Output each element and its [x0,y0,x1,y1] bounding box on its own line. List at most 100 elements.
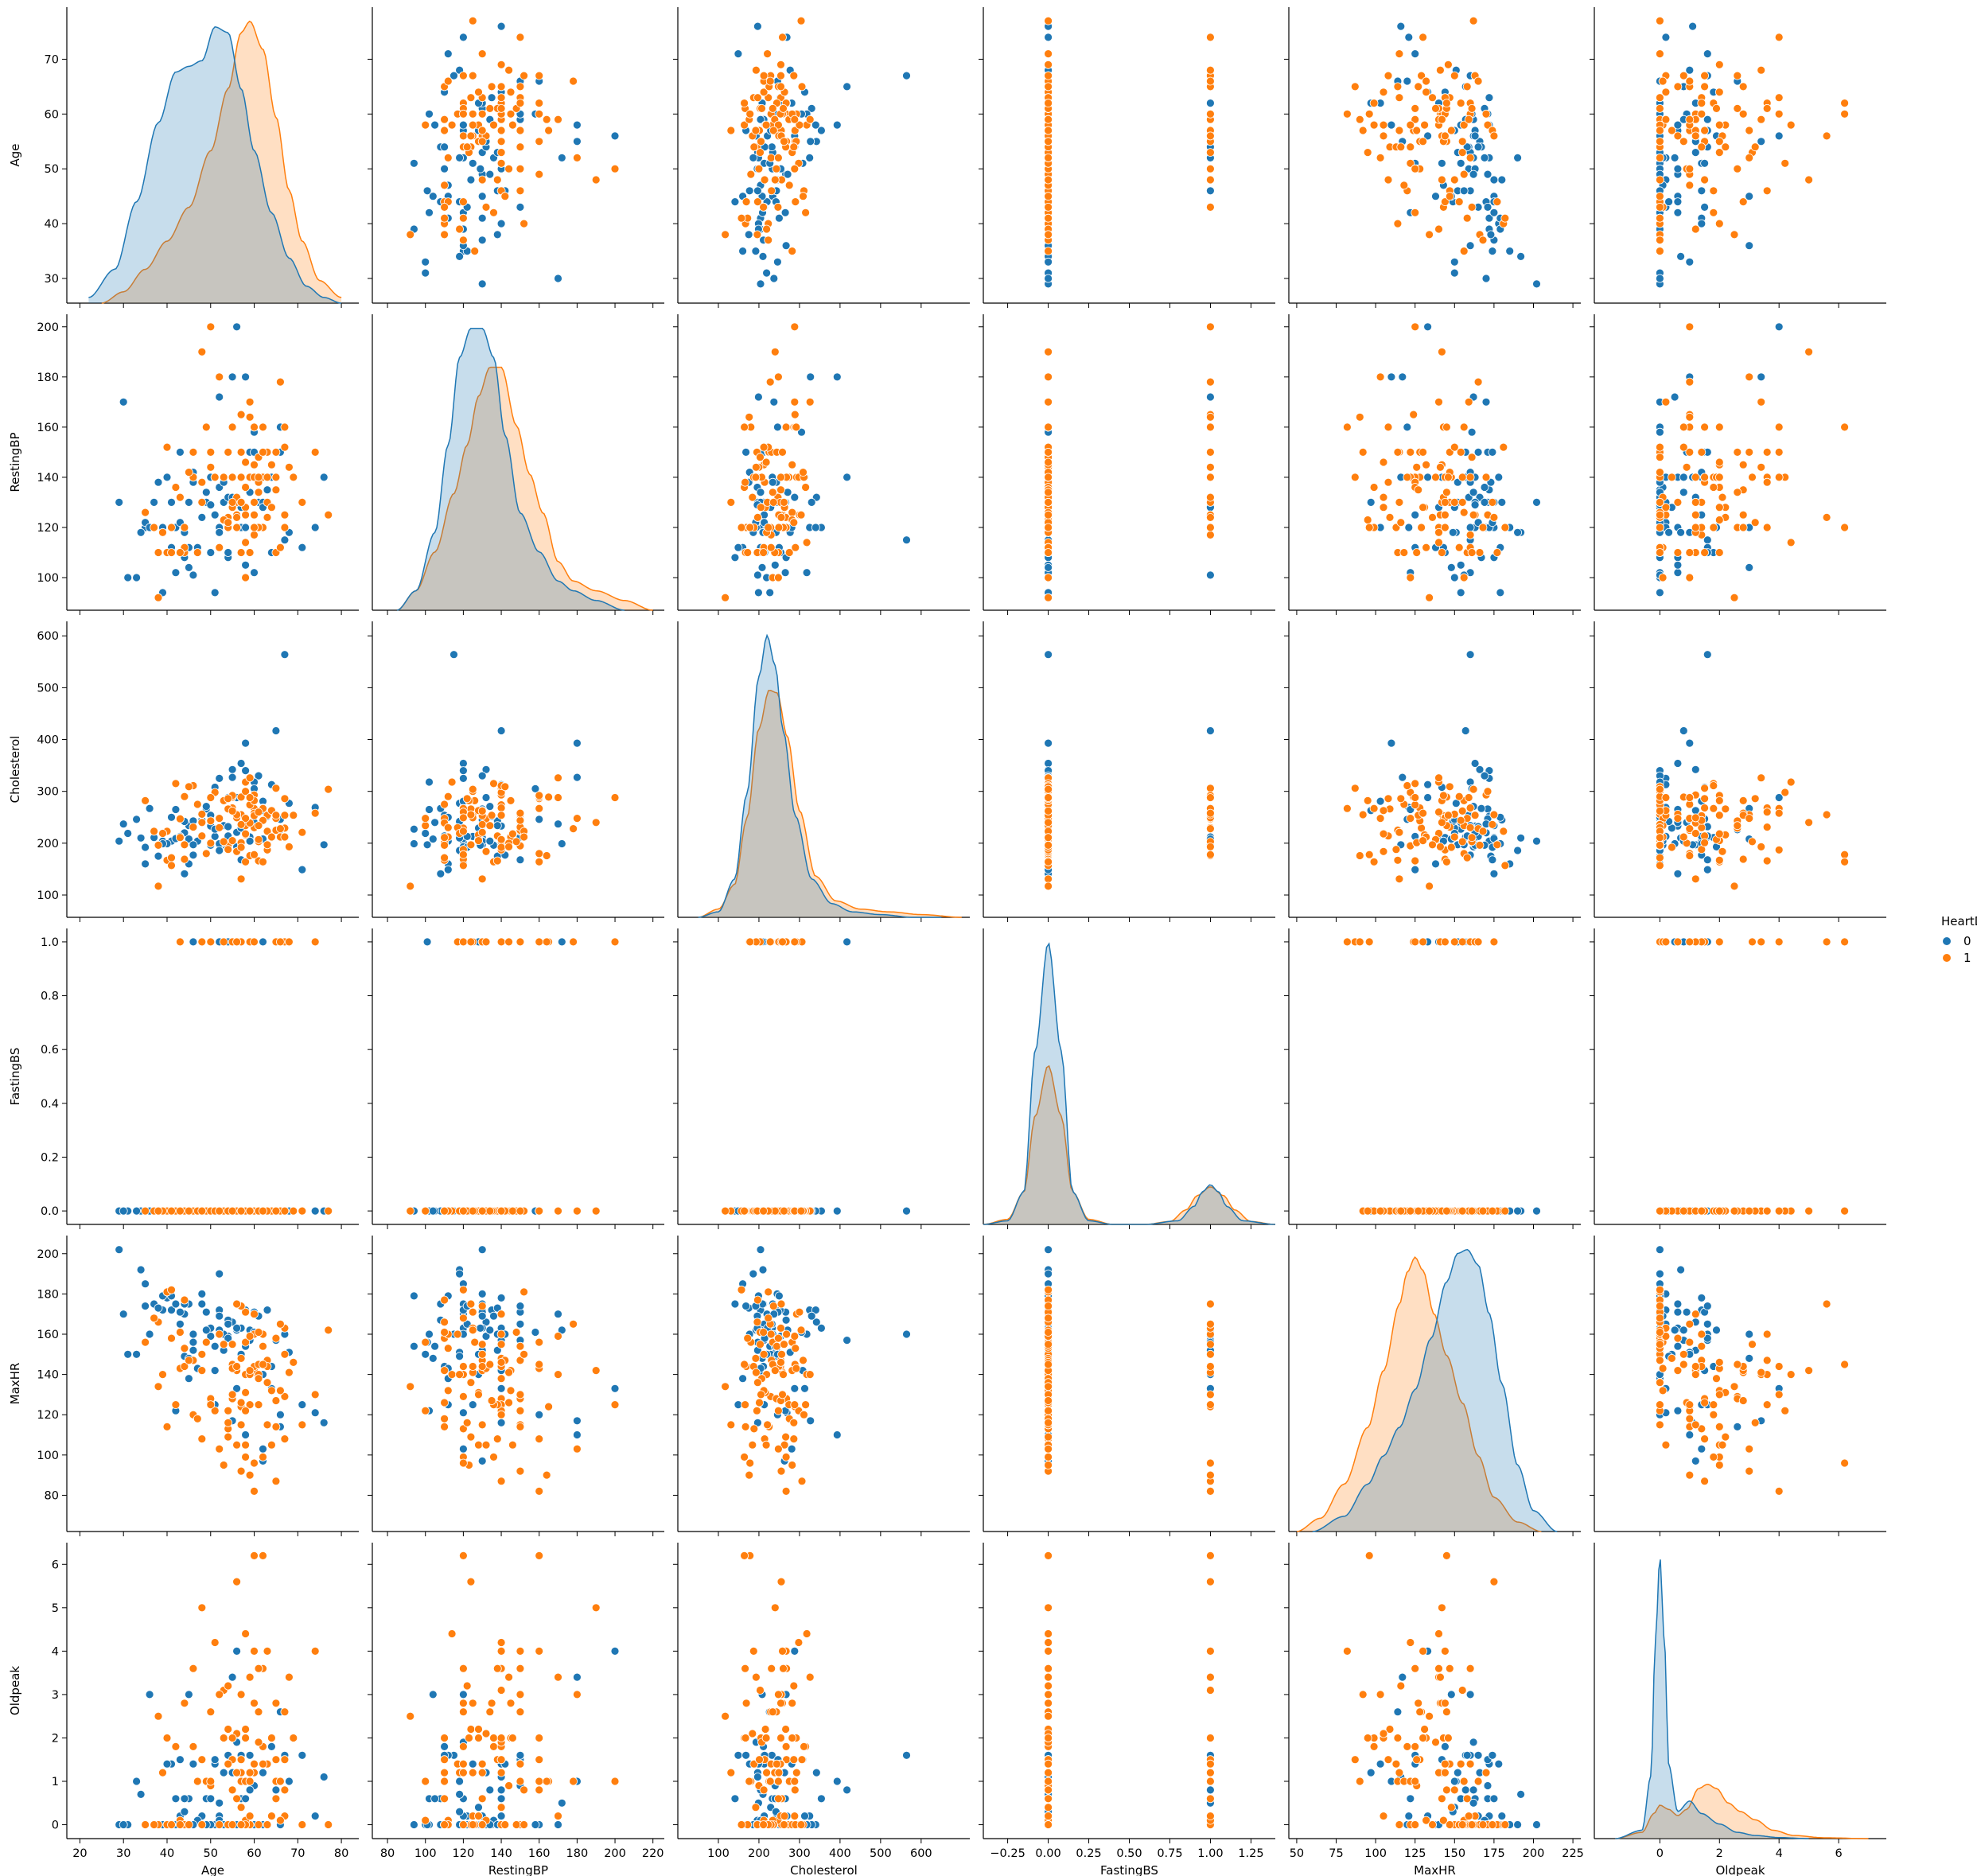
point-1 [773,1341,781,1351]
point-1 [263,1420,272,1430]
point-1 [477,109,487,119]
kde-fill-0 [88,26,342,304]
point-0 [459,33,468,42]
point-1 [219,1461,228,1469]
point-1 [1700,71,1710,80]
point-1 [591,818,601,827]
point-0 [171,1299,181,1309]
point-0 [263,1306,272,1314]
point-0 [496,1384,506,1393]
point-0 [259,937,267,947]
point-0 [1431,192,1440,201]
point-1 [1714,829,1724,839]
point-0 [1532,836,1541,846]
point-1 [504,1368,513,1377]
point-0 [1438,158,1446,168]
point-1 [1786,120,1796,130]
point-1 [1655,833,1664,843]
point-1 [232,1362,242,1371]
point-1 [245,1206,255,1216]
point-1 [298,498,307,507]
point-1 [516,808,525,818]
point-1 [1396,142,1406,152]
point-1 [201,849,211,858]
point-1 [1500,861,1510,870]
point-0 [477,1457,487,1465]
point-0 [119,1206,128,1216]
point-1 [1691,813,1700,823]
point-1 [1673,82,1683,91]
point-1 [1355,851,1364,860]
point-0 [1703,650,1712,660]
point-1 [289,811,298,820]
point-1 [1840,523,1850,532]
point-1 [776,82,785,91]
point-1 [781,1453,791,1461]
point-1 [791,197,800,207]
panel-RestingBP-vs-MaxHR [1284,314,1581,615]
point-1 [1804,347,1814,356]
point-0 [1703,115,1712,124]
point-0 [189,850,198,860]
point-0 [1673,759,1683,768]
point-1 [447,1370,457,1379]
y-tick-label: 100 [37,889,59,902]
point-0 [440,164,449,173]
point-1 [477,49,487,58]
point-1 [1422,88,1430,97]
point-0 [1044,1245,1053,1255]
point-1 [284,937,294,947]
point-1 [1457,937,1467,947]
point-0 [1496,588,1505,597]
point-1 [764,1314,773,1323]
point-1 [1745,814,1754,823]
point-1 [459,861,468,870]
point-0 [1676,1265,1686,1275]
point-1 [1714,219,1724,228]
point-0 [1673,164,1683,173]
point-1 [1700,126,1710,135]
point-1 [1467,1206,1477,1216]
point-0 [573,1416,582,1426]
point-1 [1411,164,1420,173]
point-1 [1661,115,1671,124]
point-0 [180,869,189,878]
point-1 [1685,851,1695,860]
point-1 [1733,821,1742,831]
point-1 [1450,832,1459,842]
point-1 [1465,823,1475,832]
point-0 [1733,1423,1742,1431]
point-1 [1822,937,1831,947]
point-1 [1457,807,1467,815]
point-1 [236,498,246,507]
point-0 [781,1315,791,1325]
point-1 [158,527,167,537]
point-1 [267,460,276,469]
panel-RestingBP-vs-Cholesterol [673,314,970,615]
point-0 [425,777,434,787]
point-1 [1393,448,1403,457]
point-1 [167,861,176,870]
point-1 [759,88,769,97]
point-1 [440,213,449,223]
point-0 [422,840,432,850]
point-1 [1450,937,1459,947]
y-tick-label: 50 [45,163,59,176]
point-1 [1748,937,1757,947]
point-0 [132,815,142,824]
point-1 [271,485,281,495]
point-0 [843,82,851,91]
point-1 [781,1487,791,1496]
point-1 [1685,164,1695,173]
point-0 [232,322,242,332]
point-1 [1762,477,1772,487]
point-0 [1703,855,1712,865]
point-1 [180,1295,189,1305]
point-1 [1774,33,1784,42]
point-0 [1480,483,1489,492]
point-1 [459,1206,468,1216]
point-0 [154,1303,163,1313]
point-1 [740,1360,749,1369]
point-1 [1384,794,1393,804]
point-1 [782,1329,791,1339]
